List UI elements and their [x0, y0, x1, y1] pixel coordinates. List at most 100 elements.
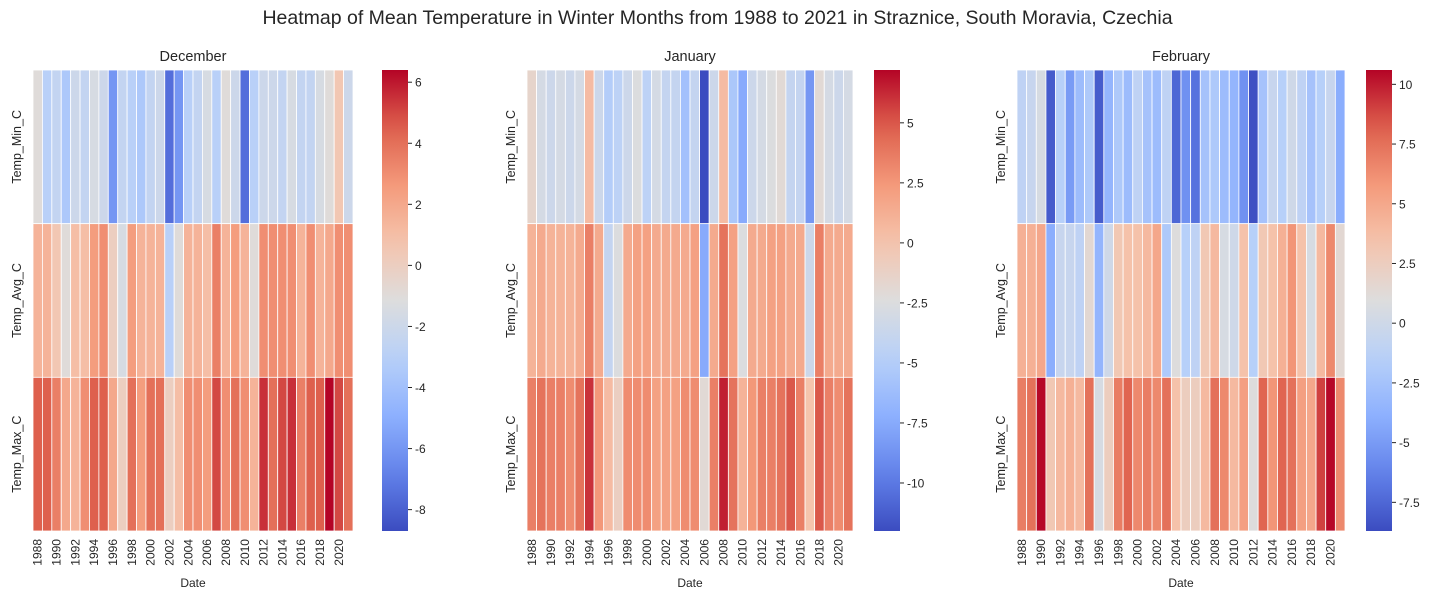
heatmap-cell: [89, 223, 100, 378]
heatmap-cell: [689, 223, 700, 378]
heatmap-cell: [823, 223, 835, 378]
colorbar-tick-label: -4: [415, 381, 426, 395]
x-tick-label: 1990: [1034, 539, 1048, 566]
row-label: Temp_Max_C: [504, 416, 518, 493]
x-tick-label: 2016: [793, 539, 807, 566]
heatmap-cell: [1151, 376, 1163, 532]
heatmap-cell: [154, 69, 166, 225]
heatmap-cell: [574, 69, 585, 225]
colorbar-tick-label: 2.5: [1399, 257, 1416, 271]
row-label: Temp_Min_C: [994, 110, 1008, 184]
heatmap-cell: [1277, 376, 1288, 532]
heatmap-cell: [1055, 376, 1066, 532]
heatmap-cell: [603, 376, 614, 532]
heatmap-cell: [173, 223, 184, 378]
heatmap-cell: [1219, 223, 1230, 378]
x-tick-label: 1996: [602, 539, 616, 566]
heatmap-cell: [117, 223, 128, 378]
heatmap-cell: [1113, 223, 1124, 378]
heatmap-cell: [1238, 69, 1249, 225]
heatmap-cell: [564, 223, 576, 378]
heatmap-cell: [804, 376, 816, 532]
heatmap-cell: [603, 223, 614, 378]
heatmap-cell: [173, 69, 184, 225]
x-tick-label: 1992: [68, 539, 82, 566]
heatmap-panel-february: February Temp_Min_C Temp_Avg_C Temp_Max_C 19…: [994, 49, 1420, 590]
colorbar-tick-label: 7.5: [1399, 138, 1416, 152]
heatmap-cell: [775, 69, 787, 225]
heatmap-cell: [1093, 376, 1105, 532]
x-tick-label: 1990: [544, 539, 558, 566]
heatmap-cell: [249, 69, 260, 225]
heatmap-cell: [526, 223, 537, 378]
heatmap-cell: [785, 69, 796, 225]
heatmap-cell: [1170, 69, 1182, 225]
heatmap-cell: [258, 223, 269, 378]
x-tick-label: 2014: [275, 539, 289, 566]
heatmap-cell: [1315, 223, 1327, 378]
heatmap-cell: [1209, 69, 1220, 225]
heatmap-cell: [51, 69, 62, 225]
heatmap-cell: [1170, 223, 1182, 378]
heatmap-cell: [314, 223, 326, 378]
x-axis-label: Date: [677, 576, 703, 590]
heatmap-cell: [699, 223, 710, 378]
heatmap-cell: [258, 69, 269, 225]
heatmap-cell: [1190, 376, 1201, 532]
heatmap-cell: [267, 376, 279, 532]
heatmap-cell: [211, 376, 222, 532]
heatmap-cell: [1277, 69, 1288, 225]
heatmap-cell: [183, 223, 194, 378]
x-tick-label: 2006: [1188, 539, 1202, 566]
colorbar: [874, 70, 900, 531]
heatmap-cell: [574, 376, 585, 532]
heatmap-cell: [249, 223, 260, 378]
heatmap-cell: [584, 69, 595, 225]
heatmap-cell: [1055, 223, 1066, 378]
x-tick-label: 1998: [125, 539, 139, 566]
heatmap-cell: [1180, 69, 1192, 225]
x-tick-label: 2012: [257, 539, 271, 566]
heatmap-cell: [343, 223, 354, 378]
x-tick-label: 2000: [640, 539, 654, 566]
heatmap-cell: [766, 69, 777, 225]
heatmap-cell: [145, 69, 156, 225]
heatmap-cell: [305, 69, 316, 225]
heatmap-cell: [526, 376, 537, 532]
heatmap-cell: [333, 376, 344, 532]
heatmap-cell: [211, 69, 222, 225]
heatmap-cell: [89, 69, 100, 225]
colorbar-tick-label: -2.5: [907, 296, 928, 310]
heatmap-cell: [1334, 223, 1346, 378]
x-tick-label: 1988: [31, 539, 45, 566]
heatmap-cell: [526, 69, 537, 225]
heatmap-cell: [277, 376, 288, 532]
heatmap-cell: [1180, 223, 1192, 378]
heatmap-cell: [286, 376, 297, 532]
heatmap-cell: [555, 376, 566, 532]
heatmap-cell: [164, 69, 175, 225]
colorbar-tick-label: 6: [415, 76, 422, 90]
heatmap-cell: [333, 223, 344, 378]
colorbar-tick-label: -7.5: [907, 416, 928, 430]
heatmap-cell: [1074, 69, 1085, 225]
heatmap-cell: [1084, 223, 1095, 378]
heatmap-cell: [622, 376, 633, 532]
heatmap-cell: [1103, 223, 1114, 378]
colorbar-tick-label: 0: [415, 259, 422, 273]
heatmap-cell: [747, 376, 758, 532]
heatmap-cell: [154, 376, 166, 532]
heatmap-panel-december: December Temp_Min_C Temp_Avg_C Temp_Max_C 19…: [10, 49, 426, 590]
heatmap-cell: [680, 223, 691, 378]
heatmap-cell: [814, 69, 825, 225]
heatmap-cell: [823, 69, 835, 225]
heatmap-cell: [1161, 223, 1172, 378]
colorbar-tick-label: 2: [415, 198, 422, 212]
heatmap-cell: [1045, 223, 1056, 378]
x-axis-label: Date: [180, 576, 206, 590]
heatmap-cell: [670, 376, 681, 532]
x-tick-label: 2010: [736, 539, 750, 566]
heatmap-cell: [651, 69, 662, 225]
heatmap-cell: [1267, 223, 1278, 378]
